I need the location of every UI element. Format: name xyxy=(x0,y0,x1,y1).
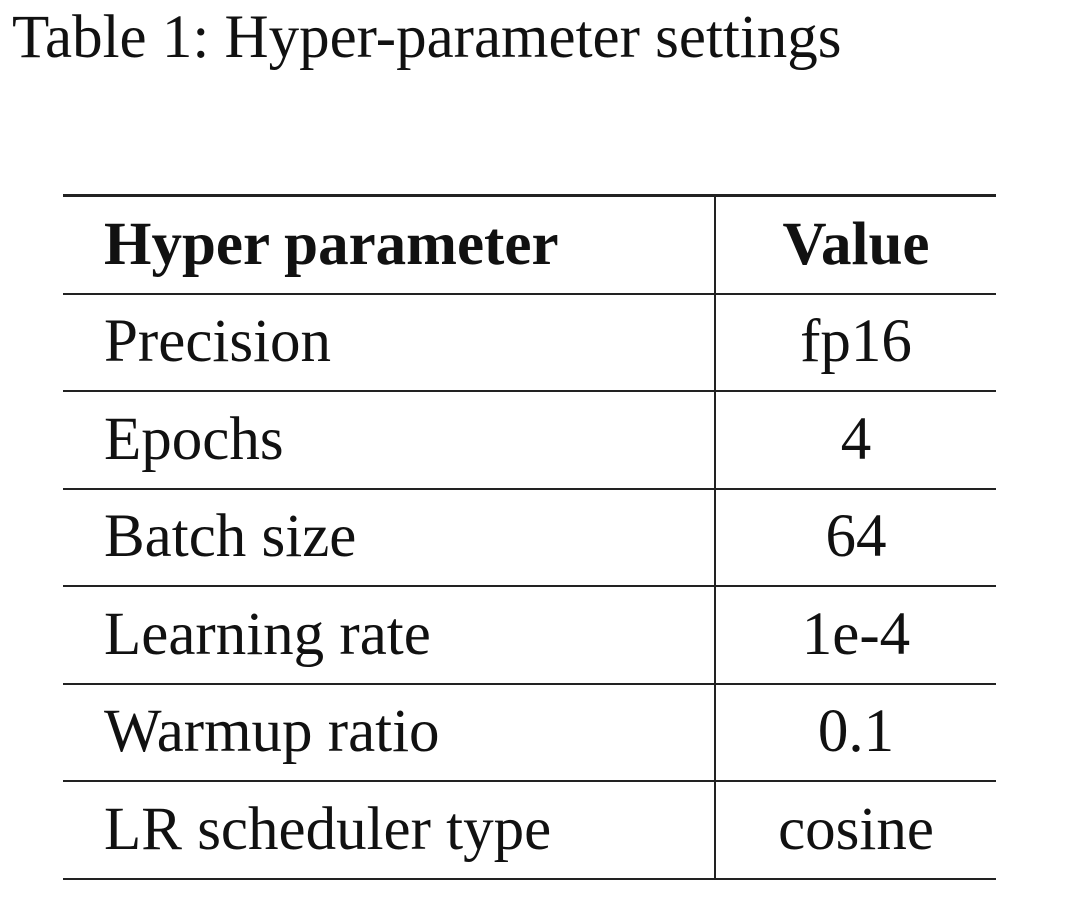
table-row: LR scheduler type cosine xyxy=(63,781,996,880)
table: Hyper parameter Value Precision fp16 Epoch… xyxy=(63,194,996,880)
table-cell: cosine xyxy=(715,781,996,880)
table-cell: fp16 xyxy=(715,293,996,392)
table-cell: LR scheduler type xyxy=(63,781,716,880)
header-cell: Value xyxy=(715,194,996,295)
table-cell: Precision xyxy=(63,293,716,392)
table-header: Hyper parameter Value xyxy=(63,194,996,295)
table-cell: Warmup ratio xyxy=(63,683,716,782)
table-cell: 64 xyxy=(715,488,996,587)
table-cell: 1e-4 xyxy=(715,586,996,685)
table-row: Precision fp16 xyxy=(63,293,996,392)
table-body: Precision fp16 Epochs 4 Batch size 64 Learning… xyxy=(63,293,996,880)
table-caption: Table 1: Hyper-parameter settings xyxy=(12,4,842,71)
table-row: Epochs 4 xyxy=(63,391,996,490)
table-row: Learning rate 1e-4 xyxy=(63,586,996,685)
table-cell: 0.1 xyxy=(715,683,996,782)
header-cell: Hyper parameter xyxy=(63,194,716,295)
header-row: Hyper parameter Value xyxy=(63,194,996,295)
table-cell: Learning rate xyxy=(63,586,716,685)
table-cell: Batch size xyxy=(63,488,716,587)
table-row: Batch size 64 xyxy=(63,488,996,587)
table-cell: Epochs xyxy=(63,391,716,490)
table-cell: 4 xyxy=(715,391,996,490)
table-row: Warmup ratio 0.1 xyxy=(63,683,996,782)
